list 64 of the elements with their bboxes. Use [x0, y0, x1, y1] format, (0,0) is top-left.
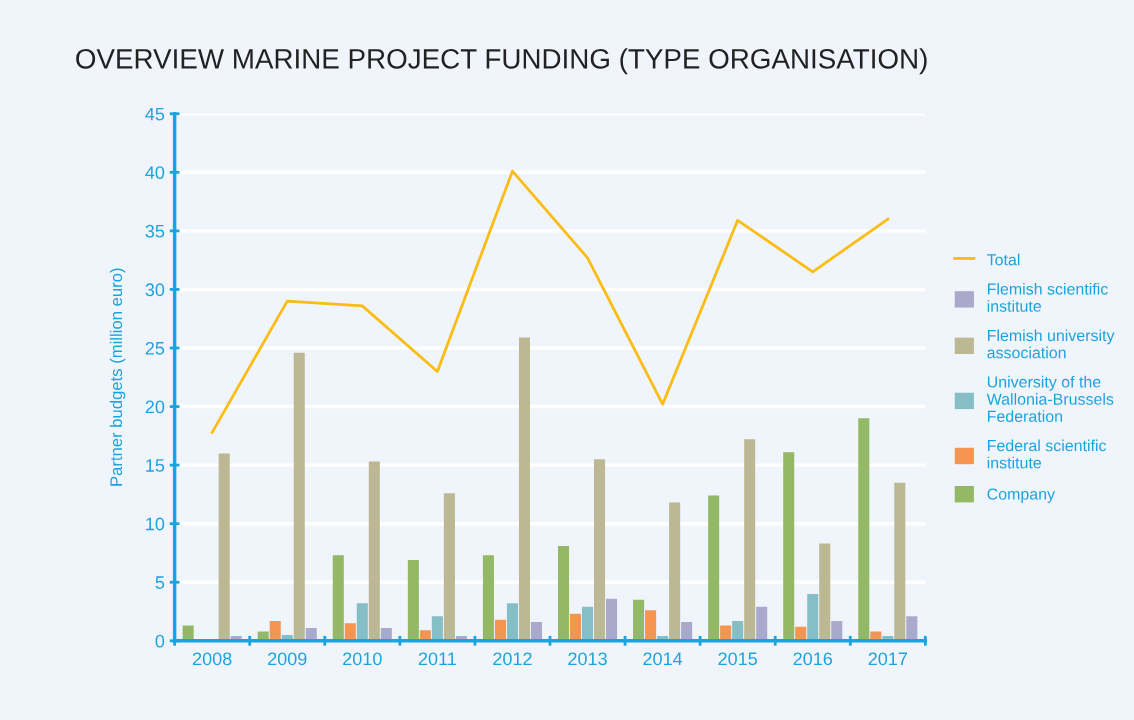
bar	[807, 593, 819, 641]
bar	[569, 613, 582, 641]
bar	[557, 545, 570, 641]
x-tick-label: 2011	[418, 652, 456, 666]
x-tick-label: 2016	[793, 652, 833, 666]
bar	[708, 495, 720, 641]
bar	[894, 482, 906, 641]
y-tick-label: 40	[145, 166, 165, 180]
legend-label: University of the Wallonia-Brussels Federation	[986, 375, 1114, 423]
chart-title: OVERVIEW MARINE PROJECT FUNDING (TYPE ORGANISATION)	[76, 48, 927, 75]
y-tick-label: 30	[145, 283, 165, 297]
x-tick-label: 2008	[193, 652, 232, 666]
bar	[293, 352, 305, 641]
legend-label: Flemish scientific institute	[987, 282, 1108, 312]
y-tick-label: 15	[146, 459, 165, 472]
y-axis-title: Partner budgets (million euro)	[109, 268, 126, 486]
y-tick-label: 20	[145, 400, 165, 414]
y-tick-label: 0	[155, 634, 165, 648]
bar	[645, 610, 657, 641]
bar	[506, 603, 518, 641]
x-tick-label: 2014	[643, 652, 683, 666]
y-tick-label: 10	[146, 517, 165, 531]
bar	[443, 493, 455, 641]
bar	[269, 620, 281, 641]
x-tick-label: 2015	[718, 652, 757, 666]
bar	[633, 599, 645, 641]
y-tick-label: 45	[145, 107, 165, 121]
bar	[606, 598, 618, 641]
bar	[332, 555, 344, 641]
x-tick-label: 2010	[343, 652, 382, 666]
bar	[482, 555, 494, 641]
bar	[744, 439, 756, 641]
x-tick-label: 2009	[268, 652, 307, 666]
bar	[530, 622, 542, 641]
bar	[858, 418, 870, 641]
x-tick-label: 2013	[568, 652, 607, 666]
legend-label: Federal scientific institute	[987, 439, 1107, 469]
legend-label: Total	[987, 253, 1020, 266]
bar	[756, 606, 768, 641]
legend-label: Company	[987, 488, 1056, 503]
bar	[594, 459, 606, 641]
bar	[368, 461, 380, 641]
y-tick-label: 25	[145, 341, 165, 355]
bar	[582, 606, 594, 641]
bar	[356, 603, 368, 641]
bar	[669, 502, 681, 641]
bar	[494, 619, 506, 641]
bar	[407, 559, 419, 641]
bar	[218, 453, 230, 641]
x-tick-label: 2017	[868, 652, 907, 666]
bar	[681, 622, 693, 641]
bar	[783, 452, 795, 641]
x-tick-label: 2012	[493, 652, 532, 666]
y-tick-label: 35	[145, 224, 165, 238]
bar	[819, 543, 831, 641]
bar	[906, 616, 918, 641]
bar	[831, 620, 843, 641]
legend-label: Flemish university association	[987, 329, 1115, 359]
bar	[518, 337, 530, 641]
bar	[431, 616, 443, 641]
bar	[732, 620, 744, 641]
bar	[344, 623, 356, 641]
y-tick-label: 5	[155, 576, 165, 589]
line-series	[210, 169, 890, 434]
